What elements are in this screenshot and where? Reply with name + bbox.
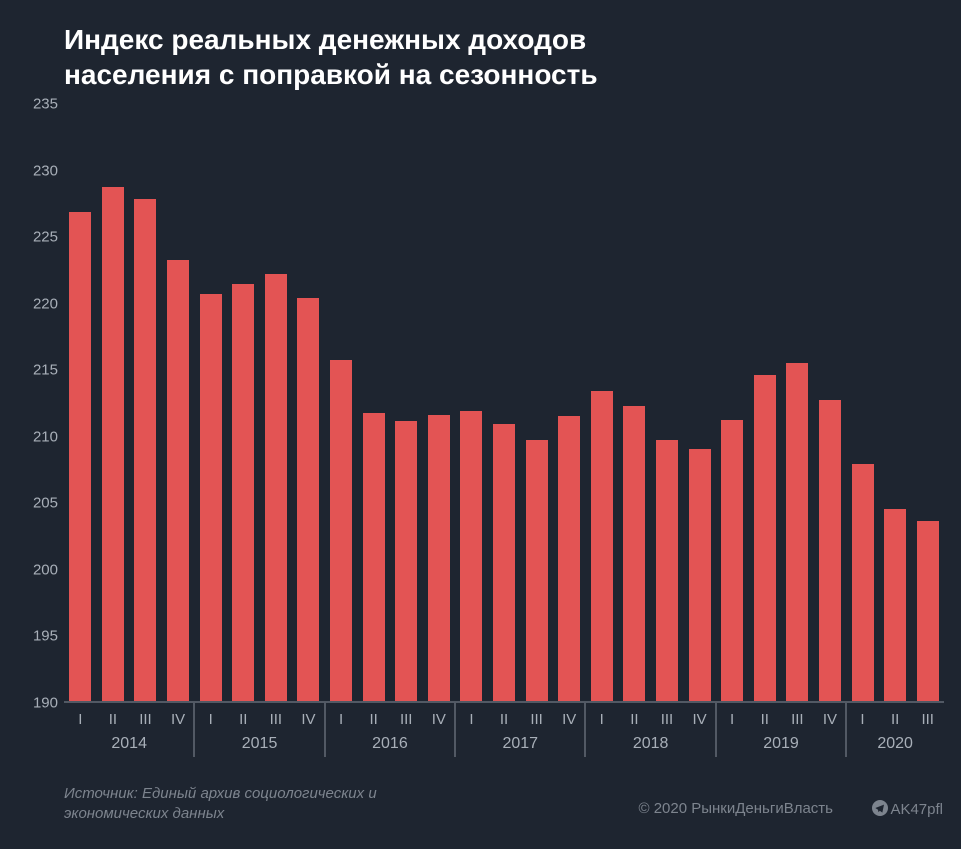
x-quarter-label: III xyxy=(661,711,674,728)
x-quarter-label: I xyxy=(209,711,213,728)
x-year-label: 2020 xyxy=(877,735,913,753)
y-tick-label: 225 xyxy=(24,229,58,246)
bar xyxy=(689,449,711,701)
bar xyxy=(721,420,743,701)
bar xyxy=(656,440,678,701)
x-quarter-label: I xyxy=(600,711,604,728)
source-line-1: Источник: Единый архив социологических и xyxy=(64,784,377,804)
bar xyxy=(460,411,482,701)
bar xyxy=(526,440,548,701)
year-separator xyxy=(845,703,847,757)
x-year-label: 2015 xyxy=(242,735,278,753)
copyright-text: © 2020 РынкиДеньгиВласть xyxy=(638,800,833,817)
chart-area: 190195200205210215220225230235 IIIIIIIVI… xyxy=(64,104,944,744)
x-quarter-label: IV xyxy=(562,711,576,728)
x-quarter-label: IV xyxy=(823,711,837,728)
year-separator xyxy=(193,703,195,757)
bar xyxy=(102,187,124,701)
x-quarter-label: III xyxy=(270,711,283,728)
x-quarter-label: III xyxy=(400,711,413,728)
source-caption: Источник: Единый архив социологических и… xyxy=(64,784,377,825)
x-quarter-label: II xyxy=(500,711,508,728)
x-quarter-label: II xyxy=(630,711,638,728)
x-year-label: 2018 xyxy=(633,735,669,753)
x-quarter-label: IV xyxy=(432,711,446,728)
bar xyxy=(265,274,287,701)
y-tick-label: 190 xyxy=(24,695,58,712)
x-quarter-label: III xyxy=(921,711,934,728)
y-tick-label: 215 xyxy=(24,362,58,379)
x-year-label: 2016 xyxy=(372,735,408,753)
bar xyxy=(134,199,156,701)
bar xyxy=(493,424,515,701)
year-separator xyxy=(454,703,456,757)
x-quarter-label: IV xyxy=(301,711,315,728)
plot-region: 190195200205210215220225230235 xyxy=(64,104,944,703)
x-quarter-label: I xyxy=(860,711,864,728)
x-quarter-label: I xyxy=(78,711,82,728)
x-quarter-label: II xyxy=(239,711,247,728)
title-line-2: населения с поправкой на сезонность xyxy=(64,57,598,92)
bar xyxy=(200,294,222,701)
bar xyxy=(754,375,776,701)
bar xyxy=(330,360,352,701)
y-tick-label: 220 xyxy=(24,295,58,312)
y-tick-label: 205 xyxy=(24,495,58,512)
handle-text: AK47pfl xyxy=(890,801,943,818)
title-line-1: Индекс реальных денежных доходов xyxy=(64,22,598,57)
x-quarter-label: I xyxy=(469,711,473,728)
bar xyxy=(786,363,808,701)
bar xyxy=(297,298,319,701)
x-quarter-label: II xyxy=(891,711,899,728)
telegram-icon xyxy=(872,800,888,820)
bar xyxy=(591,391,613,701)
bar xyxy=(558,416,580,701)
y-tick-label: 230 xyxy=(24,162,58,179)
x-quarter-label: III xyxy=(791,711,804,728)
channel-handle: AK47pfl xyxy=(872,800,943,820)
bar xyxy=(819,400,841,701)
year-separator xyxy=(584,703,586,757)
x-quarter-label: IV xyxy=(171,711,185,728)
bar xyxy=(167,260,189,701)
x-quarter-label: IV xyxy=(692,711,706,728)
bar xyxy=(363,413,385,701)
bar xyxy=(623,406,645,702)
bar xyxy=(395,421,417,701)
x-quarter-label: III xyxy=(530,711,543,728)
bar xyxy=(884,509,906,701)
source-line-2: экономических данных xyxy=(64,804,377,824)
x-quarter-label: I xyxy=(730,711,734,728)
x-quarter-label: II xyxy=(761,711,769,728)
x-quarter-label: I xyxy=(339,711,343,728)
x-year-label: 2019 xyxy=(763,735,799,753)
chart-title: Индекс реальных денежных доходов населен… xyxy=(64,22,598,92)
y-tick-label: 195 xyxy=(24,628,58,645)
x-quarter-label: II xyxy=(109,711,117,728)
x-year-label: 2014 xyxy=(111,735,147,753)
bar xyxy=(232,284,254,701)
year-separator xyxy=(715,703,717,757)
year-separator xyxy=(324,703,326,757)
bar xyxy=(428,415,450,701)
bar xyxy=(69,212,91,701)
bar xyxy=(852,464,874,701)
y-tick-label: 210 xyxy=(24,428,58,445)
x-quarter-label: II xyxy=(369,711,377,728)
bar xyxy=(917,521,939,701)
x-year-label: 2017 xyxy=(502,735,538,753)
y-tick-label: 235 xyxy=(24,96,58,113)
y-tick-label: 200 xyxy=(24,561,58,578)
x-quarter-label: III xyxy=(139,711,152,728)
